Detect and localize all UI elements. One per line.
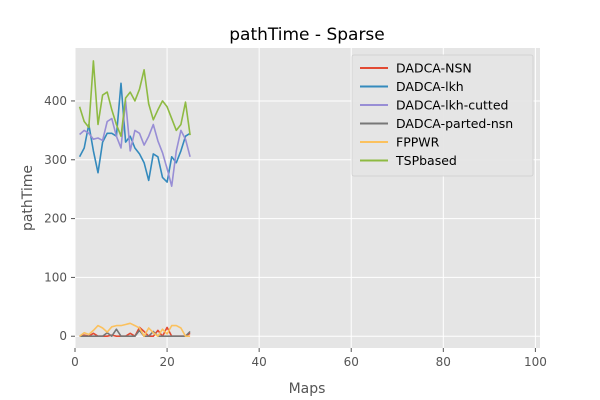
x-axis-label: Maps <box>289 381 326 397</box>
chart-title: pathTime - Sparse <box>229 25 385 45</box>
series-group <box>78 60 191 338</box>
y-tick-label: 300 <box>44 153 67 167</box>
x-tick-label: 100 <box>524 355 547 369</box>
legend-label-fppwr: FPPWR <box>396 135 440 150</box>
legend-label-dadca-nsn: DADCA-NSN <box>396 61 472 76</box>
series-line-dadca-lkh-cutted <box>79 100 191 187</box>
x-axis: 0 20 40 60 80 100 <box>71 348 547 369</box>
x-tick-label: 0 <box>71 355 79 369</box>
y-tick-label: 0 <box>59 329 67 343</box>
legend-label-dadca-lkh: DADCA-lkh <box>396 79 464 94</box>
x-tick-label: 80 <box>436 355 451 369</box>
y-tick-label: 100 <box>44 270 67 284</box>
y-tick-label: 200 <box>44 212 67 226</box>
x-tick-label: 20 <box>159 355 174 369</box>
legend-label-dadca-parted-nsn: DADCA-parted-nsn <box>396 116 513 131</box>
y-tick-label: 400 <box>44 94 67 108</box>
x-tick-label: 40 <box>252 355 267 369</box>
legend-box <box>351 54 534 177</box>
series-line-dadca-lkh <box>78 82 191 183</box>
y-axis-label: pathTime <box>20 165 36 231</box>
series-line-dadca-parted-nsn <box>79 328 191 338</box>
series-line-tspbased <box>78 60 191 137</box>
x-tick-label: 60 <box>344 355 359 369</box>
legend: DADCA-NSN DADCA-lkh DADCA-lkh-cutted DADCA-… <box>351 54 534 177</box>
legend-label-tspbased: TSPbased <box>395 153 457 168</box>
y-axis: 0 100 200 300 400 <box>44 94 75 343</box>
legend-label-dadca-lkh-cutted: DADCA-lkh-cutted <box>396 98 508 113</box>
series-line-fppwr <box>79 322 191 338</box>
